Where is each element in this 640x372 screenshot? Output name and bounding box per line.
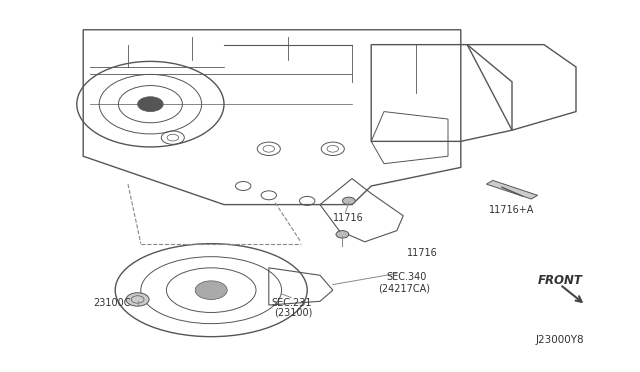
Text: SEC.231: SEC.231 [271,298,312,308]
Text: J23000Y8: J23000Y8 [536,336,584,345]
Circle shape [195,281,227,299]
Text: SEC.340: SEC.340 [386,272,427,282]
Text: FRONT: FRONT [538,275,582,287]
Circle shape [138,97,163,112]
Text: 11716: 11716 [407,248,438,258]
Circle shape [342,197,355,205]
Text: 23100C: 23100C [93,298,131,308]
Circle shape [336,231,349,238]
Text: 11716: 11716 [333,213,364,222]
Text: 11716+A: 11716+A [490,205,534,215]
Text: (23100): (23100) [274,308,312,317]
Text: (24217CA): (24217CA) [378,283,431,293]
Polygon shape [486,180,538,199]
Circle shape [126,293,149,306]
